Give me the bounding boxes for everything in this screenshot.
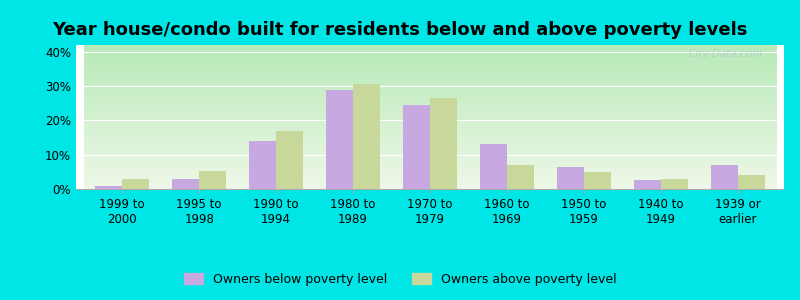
Bar xyxy=(353,84,380,189)
Bar xyxy=(634,180,661,189)
Bar xyxy=(661,179,688,189)
Bar xyxy=(326,90,353,189)
Bar xyxy=(711,165,738,189)
Bar xyxy=(480,144,507,189)
Bar xyxy=(95,186,122,189)
Bar xyxy=(122,179,149,189)
Bar xyxy=(199,171,226,189)
Legend: Owners below poverty level, Owners above poverty level: Owners below poverty level, Owners above… xyxy=(179,268,621,291)
Bar xyxy=(172,179,199,189)
Bar xyxy=(584,172,611,189)
Bar xyxy=(403,105,430,189)
Bar xyxy=(249,141,276,189)
Bar xyxy=(507,165,534,189)
Bar xyxy=(430,98,457,189)
Text: City-Data.com: City-Data.com xyxy=(689,49,762,59)
Text: Year house/condo built for residents below and above poverty levels: Year house/condo built for residents bel… xyxy=(52,21,748,39)
Bar xyxy=(276,131,303,189)
Bar xyxy=(738,175,765,189)
Bar xyxy=(557,167,584,189)
